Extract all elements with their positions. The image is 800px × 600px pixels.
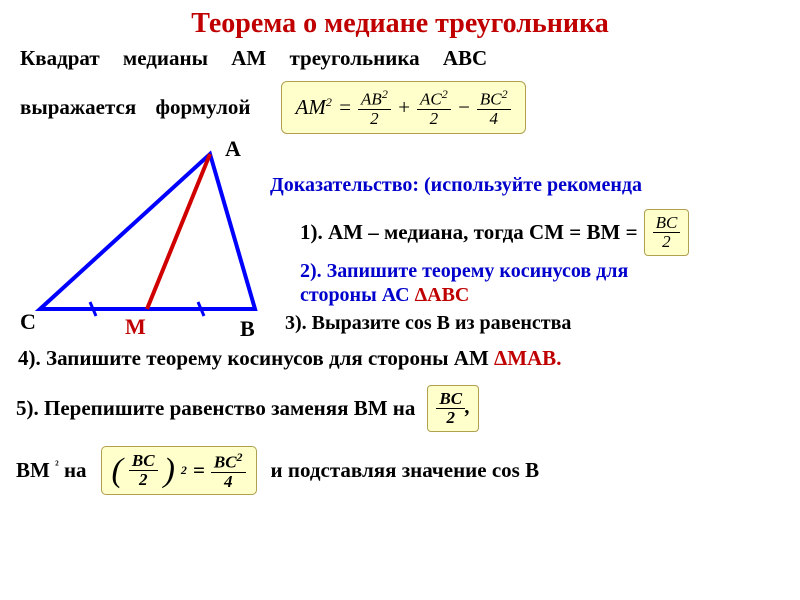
vertex-label-c: С xyxy=(20,309,36,335)
vertex-label-a: А xyxy=(225,136,241,162)
diagram-and-steps: А С М В Доказательство: (используйте рек… xyxy=(0,134,800,344)
step-5-frac-box: BC 2 , xyxy=(427,385,479,432)
bm-expand-box: ( BC 2 )2 = BC2 4 xyxy=(101,446,257,495)
step-5-row: 5). Перепишите равенство заменяя ВМ на B… xyxy=(0,371,800,432)
formula-term-1: AB2 2 xyxy=(358,88,391,127)
statement-line-1: Квадрат медианы АМ треугольника АВС xyxy=(0,40,800,71)
step-1-frac-box: BC 2 xyxy=(644,209,690,256)
formula-lhs: AM2 xyxy=(296,95,332,120)
step-4: 4). Запишите теорему косинусов для сторо… xyxy=(0,344,800,371)
step-3: 3). Выразите cos В из равенства xyxy=(285,312,571,335)
bm-squared: ВМ ² на xyxy=(16,458,87,483)
step-2: 2). Запишите теорему косинусов для сторо… xyxy=(300,259,628,307)
statement-line-2: выражается формулой xyxy=(20,95,251,120)
formula-term-2: AC2 2 xyxy=(417,88,451,127)
vertex-label-m: М xyxy=(125,314,146,340)
statement-line-2-row: выражается формулой AM2 = AB2 2 + AC2 2 … xyxy=(0,71,800,134)
step-1-text: 1). АМ – медиана, тогда СМ = ВМ = xyxy=(300,220,638,245)
step-5-text: 5). Перепишите равенство заменяя ВМ на xyxy=(16,396,415,421)
page-title: Теорема о медиане треугольника xyxy=(0,0,800,40)
step-6-row: ВМ ² на ( BC 2 )2 = BC2 4 и подставляя з… xyxy=(0,432,800,495)
proof-header: Доказательство: (используйте рекоменда xyxy=(270,174,642,197)
main-formula-box: AM2 = AB2 2 + AC2 2 − BC2 4 xyxy=(281,81,526,134)
triangle-diagram xyxy=(10,134,310,344)
vertex-label-b: В xyxy=(240,316,255,342)
step-6-tail: и подставляя значение cos В xyxy=(271,458,540,483)
step-1-row: 1). АМ – медиана, тогда СМ = ВМ = BC 2 xyxy=(300,209,689,256)
formula-term-3: BC2 4 xyxy=(477,88,511,127)
